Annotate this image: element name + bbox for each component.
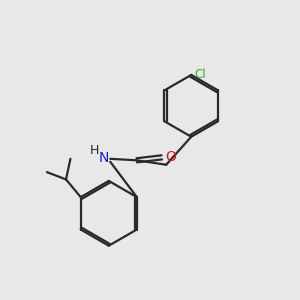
Text: N: N	[98, 151, 109, 165]
Text: H: H	[89, 144, 99, 157]
Text: Cl: Cl	[195, 68, 206, 81]
Text: O: O	[165, 150, 176, 164]
